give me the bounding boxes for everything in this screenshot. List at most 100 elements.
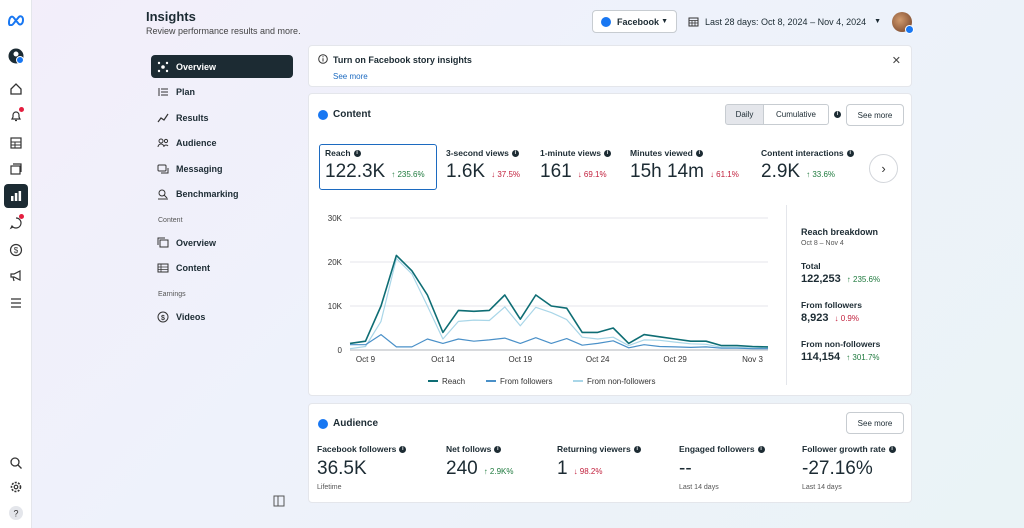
home-icon[interactable] xyxy=(6,79,26,99)
toggle-daily[interactable]: Daily xyxy=(725,104,764,125)
chevron-right-icon: › xyxy=(881,161,886,176)
avatar[interactable] xyxy=(892,12,914,34)
metric-content-interactions[interactable]: Content interactions i 2.9K ↑ 33.6% xyxy=(761,148,854,183)
menu-icon[interactable] xyxy=(6,293,26,313)
nav-item-results[interactable]: Results xyxy=(151,106,293,129)
info-icon[interactable]: i xyxy=(399,445,407,453)
breakdown-total: Total 122,253 ↑ 235.6% xyxy=(801,261,880,285)
metric-net-follows[interactable]: Net follows i 240 ↑ 2.9K% xyxy=(446,444,514,480)
metric-returning-viewers[interactable]: Returning viewers i 1 ↓ 98.2% xyxy=(557,444,641,480)
info-icon[interactable]: i xyxy=(511,149,519,157)
nav-label: Overview xyxy=(176,61,217,72)
info-icon[interactable]: i xyxy=(834,111,841,118)
nav-item-content-overview[interactable]: Overview xyxy=(151,231,293,254)
metric-label: 1-minute views xyxy=(540,148,601,158)
dollar-icon: $ xyxy=(157,311,169,323)
facebook-badge-icon xyxy=(905,25,914,34)
legend-item[interactable]: From non-followers xyxy=(573,377,655,386)
nav-item-content[interactable]: Content xyxy=(151,256,293,279)
meta-logo-icon[interactable] xyxy=(6,10,26,30)
metric-minutes-viewed[interactable]: Minutes viewed i 15h 14m ↓ 61.1% xyxy=(630,148,739,183)
legend-item[interactable]: Reach xyxy=(428,377,465,386)
breakdown-title: Reach breakdown Oct 8 – Nov 4 xyxy=(801,227,878,247)
info-circle-icon xyxy=(318,54,328,64)
facebook-icon xyxy=(318,110,328,120)
platform-selector[interactable]: Facebook ▼ xyxy=(592,10,677,33)
nav-item-audience[interactable]: Audience xyxy=(151,131,293,154)
info-icon[interactable]: i xyxy=(353,149,361,157)
x-tick-label: Oct 29 xyxy=(663,355,687,364)
metric-label: Minutes viewed xyxy=(630,148,693,158)
metric-engaged-followers[interactable]: Engaged followers i -- Last 14 days xyxy=(679,444,765,491)
nav-item-messaging[interactable]: Messaging xyxy=(151,157,293,180)
breakdown-range: Oct 8 – Nov 4 xyxy=(801,240,844,247)
nav-label: Audience xyxy=(176,137,217,148)
notifications-icon[interactable] xyxy=(6,106,26,126)
insights-icon[interactable] xyxy=(4,184,28,208)
x-tick-label: Nov 3 xyxy=(742,355,763,364)
metric-value: 1.6K xyxy=(446,161,486,182)
x-tick-label: Oct 9 xyxy=(356,355,376,364)
nav-item-overview[interactable]: Overview xyxy=(151,55,293,78)
reach-metric-selected[interactable] xyxy=(319,144,437,190)
info-icon[interactable]: i xyxy=(695,149,703,157)
nav-label: Plan xyxy=(176,86,196,97)
info-icon[interactable]: i xyxy=(757,445,765,453)
x-tick-label: Oct 24 xyxy=(586,355,610,364)
help-icon[interactable]: ? xyxy=(6,503,26,523)
y-tick-label: 20K xyxy=(328,258,343,267)
nav-item-videos[interactable]: $ Videos xyxy=(151,305,293,328)
messages-icon[interactable] xyxy=(6,213,26,233)
audience-see-more-button[interactable]: See more xyxy=(846,412,904,434)
stack-icon[interactable] xyxy=(6,159,26,179)
page-subtitle: Review performance results and more. xyxy=(146,26,301,36)
account-icon[interactable] xyxy=(6,46,26,66)
metric-value: 1 xyxy=(557,458,568,479)
series-line-from-followers[interactable] xyxy=(350,333,768,350)
metric-label: Reach xyxy=(325,148,351,158)
content-grid-icon[interactable] xyxy=(6,133,26,153)
notice-see-more-link[interactable]: See more xyxy=(333,72,368,81)
global-nav-rail: $ ? xyxy=(0,0,32,528)
info-icon[interactable]: i xyxy=(494,445,502,453)
metric-3-second-views[interactable]: 3-second views i 1.6K ↓ 37.5% xyxy=(446,148,520,183)
metric-follower-growth-rate[interactable]: Follower growth rate i -27.16% Last 14 da… xyxy=(802,444,896,491)
story-insights-notice: Turn on Facebook story insights See more… xyxy=(308,45,912,87)
info-icon[interactable]: i xyxy=(603,149,611,157)
series-line-reach[interactable] xyxy=(349,254,769,348)
breakdown-label: Total xyxy=(801,261,821,271)
nav-item-benchmarking[interactable]: Benchmarking xyxy=(151,182,293,205)
reach-line-chart: 0 10K 20K 30K Oct 9 Oct 14 Oct 19 Oct 24 Oct 29… xyxy=(328,214,769,386)
nav-section-earnings: Earnings xyxy=(158,291,186,298)
info-icon[interactable]: i xyxy=(888,445,896,453)
info-icon[interactable]: i xyxy=(846,149,854,157)
nav-label: Videos xyxy=(176,311,206,322)
metric-value: 36.5K xyxy=(317,458,367,479)
monetization-icon[interactable]: $ xyxy=(6,240,26,260)
collapse-panel-icon[interactable] xyxy=(273,494,285,507)
metric-1-minute-views[interactable]: 1-minute views i 161 ↓ 69.1% xyxy=(540,148,611,183)
toggle-cumulative[interactable]: Cumulative xyxy=(763,104,829,125)
metric-change: ↑ 33.6% xyxy=(806,170,835,179)
settings-icon[interactable] xyxy=(6,477,26,497)
series-line-from-non-followers[interactable] xyxy=(349,257,769,350)
metric-label: 3-second views xyxy=(446,148,509,158)
info-icon[interactable]: i xyxy=(633,445,641,453)
metric-reach[interactable]: Reach i 122.3K ↑ 235.6% xyxy=(325,148,425,183)
metric-facebook-followers[interactable]: Facebook followers i 36.5K Lifetime xyxy=(317,444,407,491)
legend-item[interactable]: From followers xyxy=(486,377,552,386)
next-metrics-button[interactable]: › xyxy=(869,154,898,183)
plan-icon xyxy=(157,86,169,98)
calendar-icon xyxy=(688,17,699,27)
close-icon[interactable]: ✕ xyxy=(891,55,901,67)
content-see-more-button[interactable]: See more xyxy=(846,104,904,126)
search-icon[interactable] xyxy=(6,453,26,473)
breakdown-from-non-followers: From non-followers 114,154 ↑ 301.7% xyxy=(801,339,880,363)
nav-item-plan[interactable]: Plan xyxy=(151,80,293,103)
facebook-icon xyxy=(318,419,328,429)
nav-label: Results xyxy=(176,112,209,123)
date-range-picker[interactable]: Last 28 days: Oct 8, 2024 – Nov 4, 2024 … xyxy=(688,10,881,33)
metric-footnote: Last 14 days xyxy=(679,484,719,491)
svg-text:$: $ xyxy=(161,315,165,322)
ads-megaphone-icon[interactable] xyxy=(6,266,26,286)
